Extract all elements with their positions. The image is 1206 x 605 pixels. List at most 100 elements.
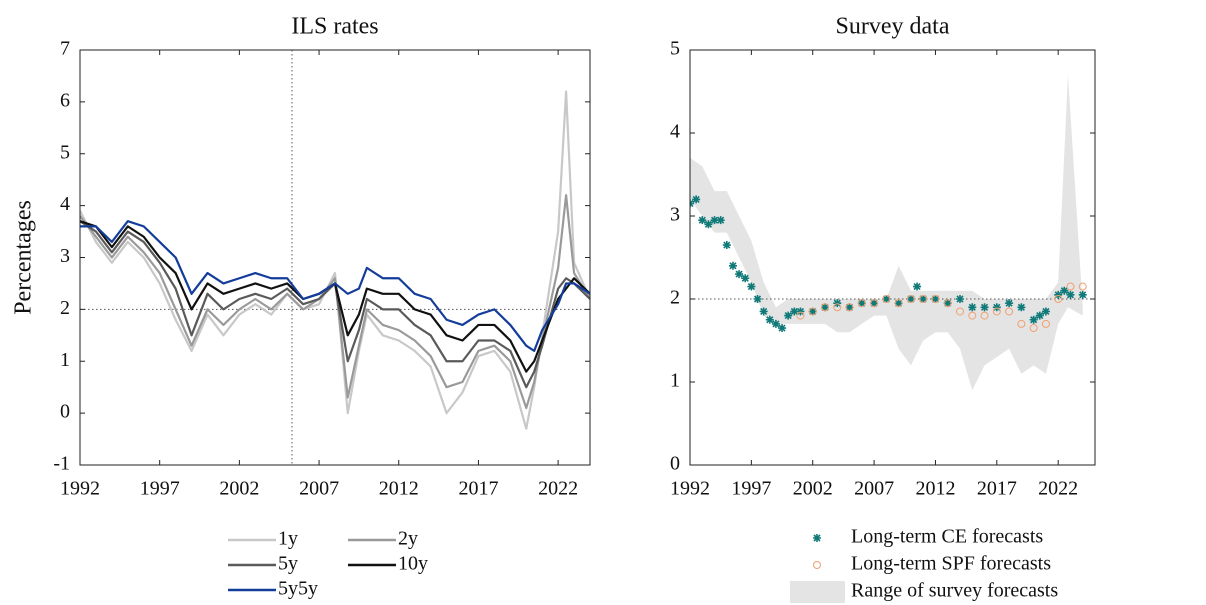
x-tick-label: 1997 bbox=[731, 478, 771, 500]
legend-label: 5y5y bbox=[278, 578, 318, 600]
axes-box bbox=[689, 49, 1096, 466]
legend-label: 1y bbox=[278, 528, 298, 550]
ce-point bbox=[992, 303, 1001, 312]
ce-point bbox=[1054, 290, 1063, 299]
ce-point bbox=[722, 241, 731, 250]
ce-point bbox=[741, 274, 750, 283]
y-tick-label: 4 bbox=[60, 193, 70, 215]
ce-point bbox=[771, 319, 780, 328]
y-tick-label: 4 bbox=[670, 121, 680, 143]
ce-point bbox=[1066, 290, 1075, 299]
x-tick-label: 2012 bbox=[379, 478, 419, 500]
y-tick-label: 5 bbox=[60, 141, 70, 163]
ce-point bbox=[765, 315, 774, 324]
ce-point bbox=[796, 307, 805, 316]
y-tick-label: 2 bbox=[60, 297, 70, 319]
y-tick-label: 0 bbox=[60, 401, 70, 423]
series-line bbox=[80, 220, 590, 373]
x-tick-label: 2017 bbox=[458, 478, 498, 500]
ce-point bbox=[931, 295, 940, 303]
ce-point bbox=[845, 303, 854, 312]
ce-point bbox=[1029, 315, 1038, 324]
spf-point bbox=[870, 299, 879, 308]
plot-area bbox=[690, 74, 1095, 391]
y-axis-label: Percentages bbox=[11, 200, 37, 315]
x-tick-label: 1992 bbox=[670, 478, 710, 500]
spf-point bbox=[1041, 319, 1050, 328]
ce-point bbox=[980, 303, 989, 312]
series-line bbox=[80, 194, 590, 410]
ce-point bbox=[1060, 286, 1069, 295]
ce-point bbox=[1078, 290, 1087, 299]
spf-point bbox=[919, 295, 928, 303]
legend-label: Range of survey forecasts bbox=[851, 580, 1058, 602]
series-line bbox=[80, 220, 590, 389]
ce-point bbox=[1041, 307, 1050, 316]
ce-point bbox=[1035, 311, 1044, 320]
ce-point bbox=[882, 295, 891, 303]
legend-swatch bbox=[813, 561, 821, 569]
ce-point bbox=[710, 216, 719, 225]
ce-point bbox=[808, 307, 817, 316]
y-tick-label: 6 bbox=[60, 89, 70, 111]
x-tick-label: 2012 bbox=[915, 478, 955, 500]
x-tick-label: 2017 bbox=[977, 478, 1017, 500]
spf-point bbox=[857, 299, 866, 308]
x-tick-label: 2002 bbox=[219, 478, 259, 500]
y-tick-label: 1 bbox=[60, 349, 70, 371]
spf-point bbox=[1078, 282, 1087, 291]
ce-point bbox=[704, 220, 713, 229]
ce-point bbox=[870, 299, 879, 308]
spf-point bbox=[956, 307, 964, 316]
spf-point bbox=[882, 295, 891, 303]
chart-title: Survey data bbox=[836, 14, 950, 40]
y-tick-label: 1 bbox=[670, 370, 680, 392]
spf-point bbox=[906, 295, 915, 303]
ce-point bbox=[821, 303, 829, 312]
legend-label: 10y bbox=[398, 553, 428, 575]
x-tick-label: 2002 bbox=[793, 478, 833, 500]
x-tick-label: 2007 bbox=[299, 478, 339, 500]
spf-point bbox=[992, 307, 1001, 316]
axes-box bbox=[79, 49, 591, 466]
y-tick-label: -1 bbox=[53, 453, 70, 475]
x-tick-label: 2007 bbox=[854, 478, 894, 500]
spf-point bbox=[1005, 307, 1014, 316]
ce-point bbox=[1005, 299, 1014, 308]
y-tick-label: 0 bbox=[670, 453, 680, 475]
y-tick-label: 2 bbox=[670, 287, 680, 309]
x-tick-label: 2022 bbox=[1038, 478, 1078, 500]
legend-label: 5y bbox=[278, 553, 298, 575]
ce-point bbox=[790, 307, 799, 316]
ce-point bbox=[735, 270, 744, 279]
spf-point bbox=[968, 311, 977, 320]
series-line bbox=[80, 90, 590, 430]
ce-point bbox=[943, 299, 952, 308]
y-tick-label: 3 bbox=[60, 245, 70, 267]
spf-point bbox=[1054, 295, 1063, 303]
spf-point bbox=[821, 303, 829, 312]
legend-label: 2y bbox=[398, 528, 418, 550]
ce-point bbox=[753, 295, 762, 303]
ce-point bbox=[778, 324, 787, 333]
legend-label: Long-term SPF forecasts bbox=[851, 553, 1051, 575]
ce-point bbox=[833, 299, 842, 308]
ce-point bbox=[857, 299, 866, 308]
ce-point bbox=[956, 295, 964, 303]
spf-point bbox=[931, 295, 940, 303]
spf-point bbox=[845, 303, 854, 312]
spf-point bbox=[1029, 324, 1038, 333]
spf-point bbox=[796, 311, 805, 320]
legend-swatch bbox=[790, 581, 845, 603]
plot-area bbox=[80, 50, 590, 465]
x-tick-label: 1992 bbox=[60, 478, 100, 500]
range-area bbox=[690, 74, 1083, 391]
legend-label: Long-term CE forecasts bbox=[851, 526, 1043, 548]
ce-point bbox=[968, 303, 977, 312]
ce-point bbox=[692, 195, 701, 204]
spf-point bbox=[943, 299, 952, 308]
x-tick-label: 2022 bbox=[538, 478, 578, 500]
legend-swatch bbox=[813, 534, 821, 542]
